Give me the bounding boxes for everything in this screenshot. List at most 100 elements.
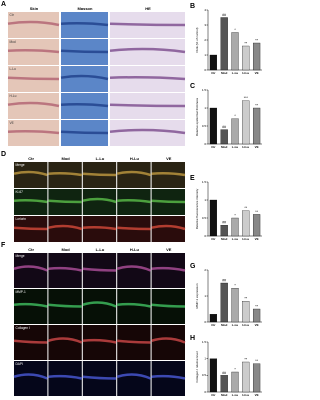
row-label: MMP-1 <box>16 290 26 294</box>
row-label: Ctr <box>10 13 15 17</box>
significance-mark: ## <box>222 278 226 282</box>
tissue-texture <box>82 375 117 380</box>
tissue-texture <box>82 301 117 308</box>
tissue-texture <box>82 226 117 231</box>
tissue-texture <box>60 103 109 108</box>
row-label: Merge <box>16 163 25 167</box>
column-header: L-Lu <box>96 156 105 161</box>
y-tick-label: 1 <box>204 294 206 298</box>
bar <box>242 301 250 323</box>
panel-label: C <box>190 83 195 90</box>
panel-label: D <box>1 151 6 158</box>
significance-mark: ** <box>255 210 258 214</box>
column-header: Mod <box>61 247 70 252</box>
tissue-texture <box>116 265 152 272</box>
y-tick-label: 0 <box>204 320 206 324</box>
micrograph <box>8 12 59 38</box>
y-tick-label: 2 <box>204 38 206 42</box>
tissue-texture <box>13 170 48 177</box>
significance-mark: ** <box>255 359 258 363</box>
tissue-texture <box>116 170 151 177</box>
micrograph <box>82 289 117 324</box>
y-axis-label: MMP-1 expression <box>195 283 199 308</box>
micrograph <box>151 325 185 360</box>
x-tick-label: Mod <box>221 71 227 75</box>
x-tick-label: L-Lu <box>232 393 239 397</box>
x-tick-label: Ctr <box>211 393 216 397</box>
row-label: Ki-67 <box>16 190 24 194</box>
column-header: Ctr <box>28 247 34 252</box>
bar <box>252 42 261 71</box>
significance-mark: ** <box>244 41 247 45</box>
panel-label: G <box>190 263 196 270</box>
tissue-texture <box>7 76 60 81</box>
x-tick-label: VE <box>255 393 259 397</box>
bar <box>231 217 239 237</box>
significance-mark: * <box>234 28 236 32</box>
row-label: DAPI <box>16 362 24 366</box>
significance-mark: * <box>234 213 236 217</box>
bar <box>242 210 250 237</box>
tissue-texture <box>48 266 83 272</box>
y-tick-label: 0.5 <box>202 216 207 220</box>
y-tick-label: 0 <box>204 68 206 72</box>
bar <box>220 282 228 323</box>
y-tick-label: 0.5 <box>202 373 207 377</box>
bar <box>252 363 261 393</box>
micrograph <box>82 189 117 215</box>
bar <box>242 100 250 145</box>
significance-mark: * <box>234 114 236 118</box>
x-tick-label: H-Lu <box>242 393 249 397</box>
tissue-texture <box>7 20 60 27</box>
significance-mark: ## <box>222 221 226 225</box>
x-tick-label: Ctr <box>211 237 216 241</box>
bar <box>231 288 239 323</box>
x-tick-label: Ctr <box>211 71 216 75</box>
tissue-texture <box>151 224 186 231</box>
micrograph <box>117 162 151 188</box>
significance-mark: ## <box>222 371 226 375</box>
significance-mark: ** <box>244 297 247 301</box>
tissue-texture <box>109 103 186 108</box>
bar <box>242 361 250 393</box>
tissue-texture <box>109 22 186 27</box>
x-tick-label: Mod <box>221 237 227 241</box>
bar <box>231 118 239 145</box>
tissue-texture <box>117 339 151 344</box>
panel-label: F <box>1 242 6 249</box>
y-tick-label: 1 <box>204 106 206 110</box>
row-label: L-Lu <box>10 67 17 71</box>
y-axis-label: DHE (% of control) <box>195 27 199 52</box>
x-tick-label: L-Lu <box>232 145 239 149</box>
x-tick-label: H-Lu <box>242 237 249 241</box>
tissue-texture <box>82 172 117 177</box>
significance-mark: ** <box>244 357 247 361</box>
y-tick-label: 0 <box>204 234 206 238</box>
x-tick-label: L-Lu <box>232 323 239 327</box>
y-tick-label: 1.5 <box>202 180 207 184</box>
bar <box>252 107 261 145</box>
x-tick-label: H-Lu <box>242 323 249 327</box>
x-tick-label: VE <box>255 145 259 149</box>
y-tick-label: 1.5 <box>202 340 207 344</box>
tissue-texture <box>7 130 60 135</box>
tissue-texture <box>13 199 48 204</box>
y-axis-label: Relative fluorescence intensity <box>195 188 199 229</box>
significance-mark: ** <box>255 103 258 107</box>
x-tick-label: L-Lu <box>232 71 239 75</box>
significance-mark: ** <box>244 206 247 210</box>
micrograph <box>8 93 59 119</box>
column-header: Ctr <box>28 156 34 161</box>
x-tick-label: Mod <box>221 145 227 149</box>
tissue-texture <box>48 303 82 308</box>
tissue-texture <box>13 265 48 272</box>
column-header: HE <box>145 6 151 11</box>
x-tick-label: Ctr <box>211 145 216 149</box>
x-tick-label: VE <box>255 71 259 75</box>
micrograph <box>110 39 185 65</box>
tissue-texture <box>48 172 82 177</box>
bar <box>209 314 218 323</box>
bar <box>209 199 218 237</box>
bar <box>220 17 228 71</box>
row-label: Collagen I <box>16 326 30 330</box>
